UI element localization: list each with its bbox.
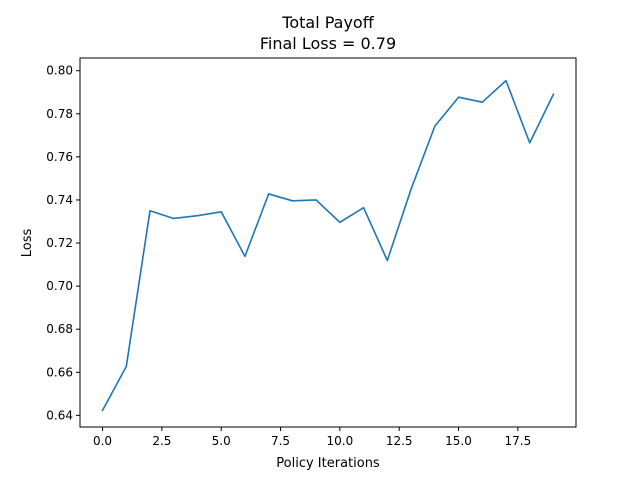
y-tick-label: 0.74 <box>46 193 73 207</box>
axes-frame <box>79 57 577 428</box>
x-tick-label: 10.0 <box>327 434 354 448</box>
y-tick-label: 0.78 <box>46 107 73 121</box>
x-tick-label: 5.0 <box>212 434 231 448</box>
y-tick-label: 0.64 <box>46 408 73 422</box>
x-axis-label: Policy Iterations <box>276 456 380 471</box>
y-tick-label: 0.76 <box>46 150 73 164</box>
series-line <box>101 79 555 412</box>
y-tick-label: 0.72 <box>46 236 73 250</box>
chart-subtitle: Final Loss = 0.79 <box>260 34 396 53</box>
y-tick-label: 0.68 <box>46 322 73 336</box>
x-axis: 0.0 2.5 5.0 7.5 10.0 12.5 15.0 17.5 <box>93 427 531 448</box>
x-tick-label: 2.5 <box>152 434 171 448</box>
x-tick-label: 12.5 <box>386 434 413 448</box>
y-tick-label: 0.80 <box>46 64 73 78</box>
plot-area <box>101 79 555 412</box>
y-tick-label: 0.66 <box>46 365 73 379</box>
y-tick-label: 0.70 <box>46 279 73 293</box>
chart-title: Total Payoff <box>281 13 374 32</box>
x-tick-label: 0.0 <box>93 434 112 448</box>
x-tick-label: 17.5 <box>504 434 531 448</box>
x-tick-label: 7.5 <box>271 434 290 448</box>
y-axis: 0.64 0.66 0.68 0.70 0.72 0.74 0.76 0.78 0.80 <box>46 64 80 422</box>
x-tick-label: 15.0 <box>445 434 472 448</box>
y-axis-label: Loss <box>20 229 35 258</box>
